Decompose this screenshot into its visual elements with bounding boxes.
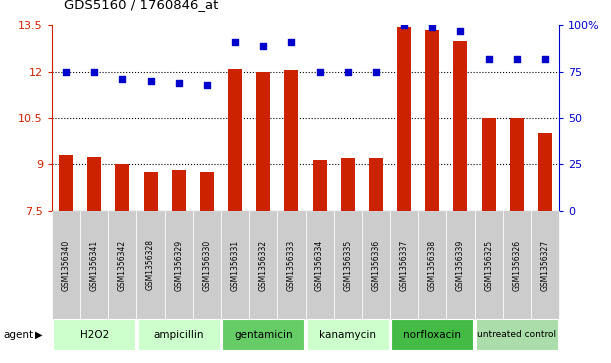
Bar	[87, 156, 101, 211]
Bar	[228, 69, 242, 211]
Text: untreated control: untreated control	[477, 330, 557, 339]
Point	[89, 69, 99, 75]
Text: GSM1356327: GSM1356327	[541, 240, 549, 290]
Text: GSM1356328: GSM1356328	[146, 240, 155, 290]
Point	[230, 39, 240, 45]
Bar	[425, 30, 439, 211]
Bar	[369, 158, 383, 211]
Point	[145, 78, 155, 84]
Point	[174, 80, 184, 86]
Text: agent: agent	[3, 330, 33, 340]
Bar	[481, 118, 496, 211]
Point	[61, 69, 71, 75]
Point	[371, 69, 381, 75]
Point	[343, 69, 353, 75]
Text: ▶: ▶	[35, 330, 43, 340]
Text: norfloxacin: norfloxacin	[403, 330, 461, 340]
Text: GSM1356325: GSM1356325	[484, 240, 493, 290]
Bar	[115, 164, 130, 211]
Bar	[200, 172, 214, 211]
Point	[456, 28, 466, 34]
Bar	[453, 41, 467, 211]
Point	[202, 82, 212, 87]
Point	[258, 43, 268, 49]
Text: GSM1356336: GSM1356336	[371, 239, 381, 291]
Point	[287, 39, 296, 45]
Text: GSM1356335: GSM1356335	[343, 239, 353, 291]
Point	[540, 56, 550, 62]
Text: GSM1356342: GSM1356342	[118, 240, 127, 290]
Text: GSM1356340: GSM1356340	[62, 239, 70, 291]
Text: GSM1356326: GSM1356326	[512, 240, 521, 290]
Text: kanamycin: kanamycin	[320, 330, 376, 340]
Point	[428, 24, 437, 30]
Bar	[284, 70, 298, 211]
Bar	[144, 172, 158, 211]
Bar	[341, 158, 355, 211]
Bar	[538, 134, 552, 211]
Text: GSM1356341: GSM1356341	[90, 240, 99, 290]
Point	[484, 56, 494, 62]
Text: GSM1356329: GSM1356329	[174, 240, 183, 290]
Text: ampicillin: ampicillin	[153, 330, 204, 340]
Bar	[313, 160, 327, 211]
Text: GSM1356332: GSM1356332	[258, 240, 268, 290]
Text: GSM1356330: GSM1356330	[202, 239, 211, 291]
Bar	[172, 171, 186, 211]
Point	[117, 76, 127, 82]
Text: GSM1356333: GSM1356333	[287, 239, 296, 291]
Text: GSM1356337: GSM1356337	[400, 239, 409, 291]
Point	[399, 23, 409, 28]
Bar	[59, 155, 73, 211]
Text: ■: ■	[63, 362, 75, 363]
Bar	[510, 118, 524, 211]
Text: gentamicin: gentamicin	[234, 330, 293, 340]
Text: GSM1356334: GSM1356334	[315, 239, 324, 291]
Bar	[256, 72, 270, 211]
Text: GSM1356338: GSM1356338	[428, 240, 437, 290]
Text: H2O2: H2O2	[79, 330, 109, 340]
Text: GSM1356331: GSM1356331	[230, 240, 240, 290]
Bar	[397, 27, 411, 211]
Point	[512, 56, 522, 62]
Text: GSM1356339: GSM1356339	[456, 239, 465, 291]
Point	[315, 69, 324, 75]
Text: GDS5160 / 1760846_at: GDS5160 / 1760846_at	[64, 0, 219, 11]
